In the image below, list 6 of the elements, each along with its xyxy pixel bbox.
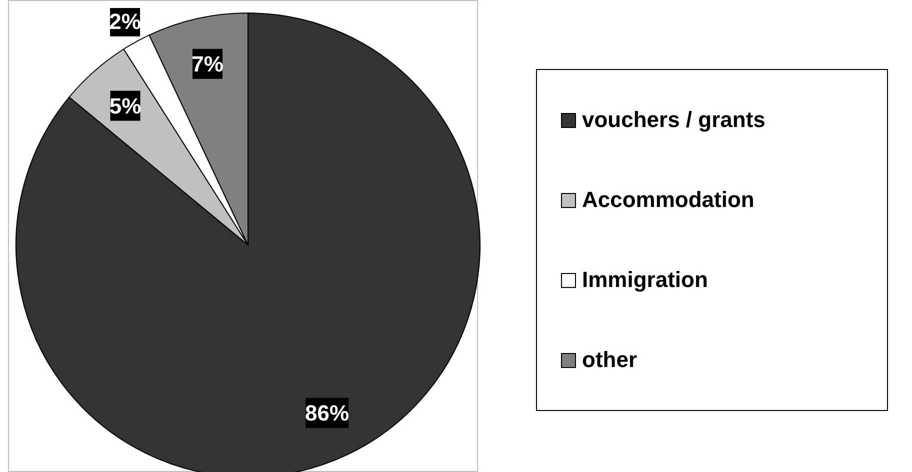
legend-label: Accommodation — [582, 187, 754, 213]
data-label: 86% — [305, 400, 350, 426]
legend-label: other — [582, 347, 637, 373]
legend-label: Immigration — [582, 267, 708, 293]
legend-label: vouchers / grants — [582, 107, 766, 133]
data-label: 7% — [192, 51, 224, 76]
